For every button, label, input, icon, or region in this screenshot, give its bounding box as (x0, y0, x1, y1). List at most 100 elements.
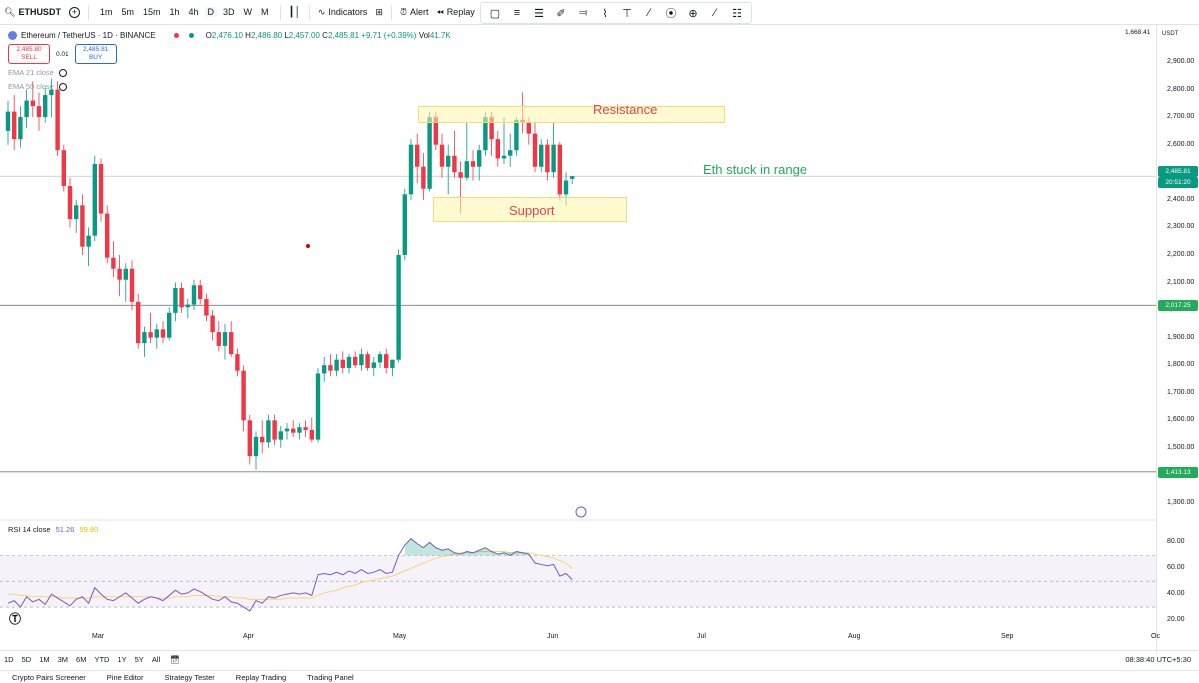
clock-readout[interactable]: 08:38:40 UTC+5:30 (1125, 654, 1191, 664)
replay-button[interactable]: ⏪︎ Replay (432, 0, 478, 25)
timeframe-1m[interactable]: 1m (99, 7, 113, 17)
calendar-icon[interactable]: 📅︎ (170, 654, 180, 664)
range-6m[interactable]: 6M (76, 654, 87, 664)
candle-body (241, 370, 246, 421)
range-3m[interactable]: 3M (57, 654, 69, 664)
candle-body (315, 373, 321, 440)
candle-body (371, 362, 376, 368)
rsi-legend[interactable]: RSI 14 close 51.26 59.90 (8, 525, 98, 534)
templates-button[interactable]: ⊞ (371, 0, 387, 25)
circle-tool-icon[interactable]: ⊕ (688, 7, 698, 20)
rsi-ma-line (8, 551, 573, 600)
divider (390, 4, 392, 20)
candle-body (346, 356, 352, 368)
timeframe-3D[interactable]: 3D (223, 7, 235, 17)
add-symbol-icon: + (68, 6, 80, 18)
ema50-legend[interactable]: EMA 50 close (8, 82, 67, 92)
rsi-tick-label: 60.00 (1167, 564, 1185, 572)
symbol-search[interactable]: 🔍︎ ETHUSDT (0, 0, 65, 25)
candle-body (167, 312, 172, 338)
range-1m[interactable]: 1M (39, 654, 50, 664)
magic-wand-icon[interactable]: ∕ (714, 7, 716, 19)
tradingview-logo: Ⓣ (9, 611, 21, 626)
timeframes: 1m 5m 15m 1h 4h D 3D W M (93, 0, 276, 25)
candle-body (123, 268, 128, 280)
timeframe-1h[interactable]: 1h (169, 7, 180, 17)
timeframe-15m[interactable]: 15m (142, 7, 161, 17)
timeframe-D[interactable]: D (204, 7, 218, 17)
sell-button[interactable]: 2,485.80 SELL (8, 44, 50, 64)
price-axis[interactable]: 1,668.41 USDT 2,900.00 2,800.00 2,700.00 2,… (1125, 25, 1199, 653)
rewind-icon: ⏪︎ (436, 6, 444, 17)
buy-button[interactable]: 2,485.81 BUY (74, 44, 117, 64)
candle-body (43, 95, 48, 118)
path-tool-icon[interactable]: ⌇ (602, 7, 608, 20)
candle-body (80, 205, 85, 247)
candle-body (427, 117, 432, 189)
candle-body (204, 299, 209, 316)
tab-pine-editor[interactable]: Pine Editor (106, 672, 144, 682)
timeframe-W[interactable]: W (243, 7, 253, 17)
candle-body (185, 304, 190, 308)
support-zone[interactable] (433, 197, 627, 222)
price-tick-label: 2,300.00 (1167, 223, 1195, 231)
tab-trading-panel[interactable]: Trading Panel (307, 672, 354, 682)
resistance-zone[interactable] (418, 106, 725, 123)
candle-body (247, 420, 252, 457)
candle-body (303, 427, 308, 430)
candle-body (402, 194, 407, 255)
range-5d[interactable]: 5D (21, 654, 32, 664)
candle-body (272, 420, 277, 440)
resistance-label[interactable]: Resistance (593, 102, 658, 117)
time-axis[interactable]: Mar Apr May Jun Jul Aug Sep Oc (0, 631, 1160, 645)
range-1d[interactable]: 1D (4, 654, 14, 664)
text-lines-tool-icon[interactable]: ≡ (513, 7, 521, 19)
candle-body (489, 117, 494, 140)
trendline-tool-icon[interactable]: ∕ (648, 7, 650, 19)
candle-body (384, 354, 389, 368)
buy-label: BUY (88, 54, 103, 61)
templates-icon: ⊞ (375, 6, 383, 17)
rsi-tick-label: 20.00 (1167, 616, 1185, 623)
alert-button[interactable]: ⏰︎ Alert (396, 0, 433, 25)
candle-body (340, 359, 345, 368)
candle-body (30, 100, 35, 107)
marker-dot (306, 244, 310, 248)
eye-icon (58, 69, 67, 78)
vertical-line-tool-icon[interactable]: ⊤ (622, 7, 632, 20)
compare-button[interactable]: + (65, 0, 84, 25)
alarm-clock-icon: ⏰︎ (399, 6, 407, 17)
tab-replay-trading[interactable]: Replay Trading (235, 672, 287, 682)
timeframe-5m[interactable]: 5m (121, 7, 134, 17)
range-ytd[interactable]: YTD (94, 654, 110, 664)
chart-type-button[interactable]: ┃│ (285, 0, 305, 25)
candle-body (297, 427, 302, 433)
candle-body (117, 268, 122, 280)
candle-body (222, 332, 228, 346)
timeframe-M[interactable]: M (261, 7, 269, 17)
timeframe-4h[interactable]: 4h (188, 7, 199, 17)
horizontal-ray-tool-icon[interactable]: ⦿ (665, 8, 677, 20)
candle-body (483, 117, 488, 151)
fib-tool-icon[interactable]: ☰ (534, 7, 544, 20)
range-1y[interactable]: 1Y (117, 654, 127, 664)
candle-body (148, 332, 153, 338)
range-5y[interactable]: 5Y (134, 654, 144, 664)
tab-strategy-tester[interactable]: Strategy Tester (164, 672, 215, 682)
legend-title[interactable]: Ethereum / TetherUS · 1D · BINANCE (21, 30, 156, 40)
range-note[interactable]: Eth stuck in range (703, 162, 808, 177)
more-tools-icon[interactable]: ☷ (732, 7, 742, 20)
pitchfork-tool-icon[interactable]: ⫤ (578, 6, 588, 19)
range-all[interactable]: All (151, 654, 161, 664)
price-tick-label: 1,600.00 (1167, 416, 1195, 424)
brush-tool-icon[interactable]: ✐ (556, 7, 566, 20)
candles-icon: ┃│ (288, 6, 301, 18)
candle-body (278, 431, 283, 440)
rectangle-tool-icon[interactable]: ▢ (489, 7, 501, 20)
indicators-button[interactable]: ∿ Indicators (314, 0, 372, 25)
ema21-legend[interactable]: EMA 21 close (8, 68, 67, 78)
support-label[interactable]: Support (509, 203, 555, 218)
tab-crypto-pairs-screener[interactable]: Crypto Pairs Screener (12, 672, 86, 682)
range-bar: 1D 5D 1M 3M 6M YTD 1Y 5Y All 📅︎ 08:38:40 UTC+5:3… (0, 650, 1199, 667)
candle-body (570, 176, 575, 179)
